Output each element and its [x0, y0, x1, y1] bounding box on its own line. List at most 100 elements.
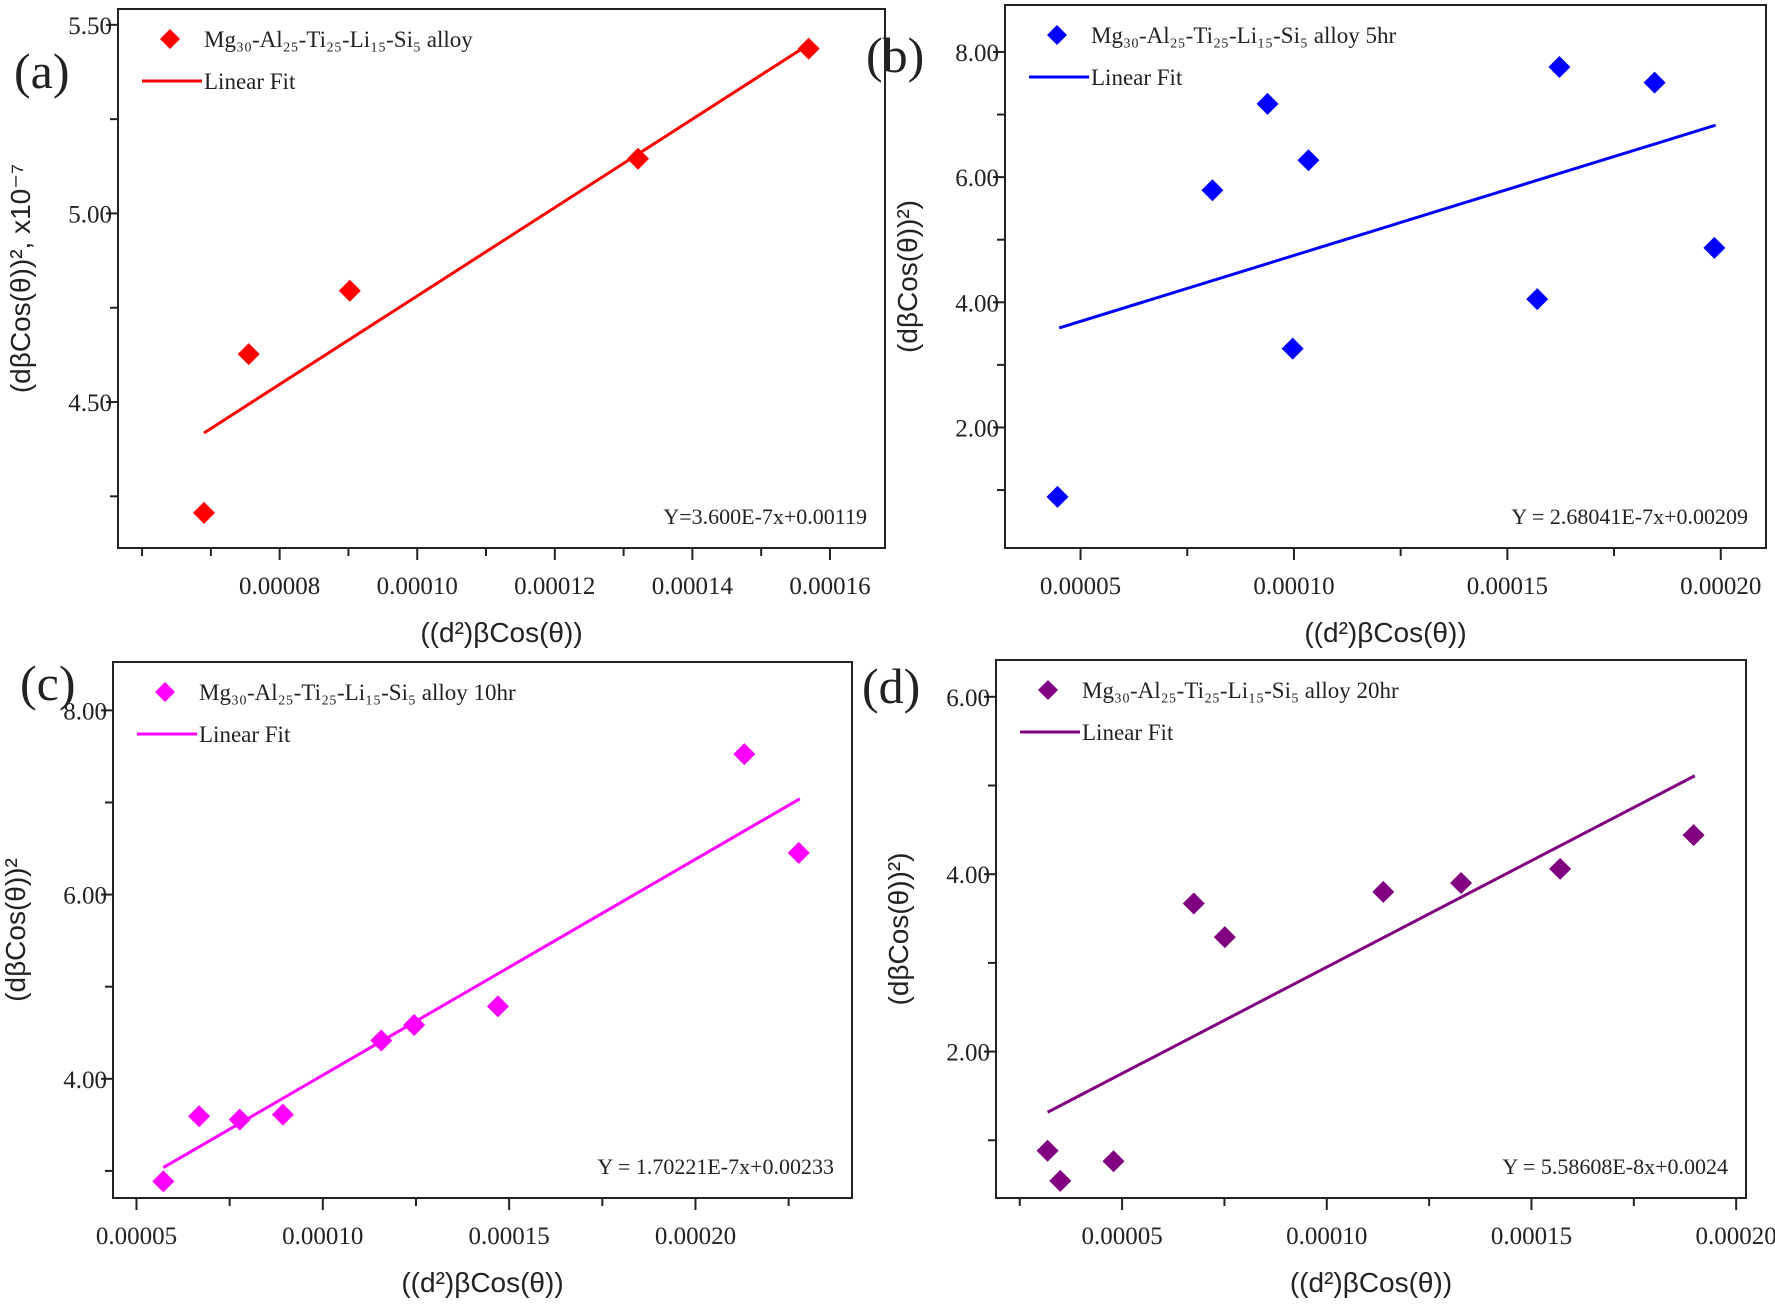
legend-marker-icon: [160, 29, 180, 49]
legend-marker-icon: [1047, 25, 1067, 45]
legend-label-data: Mg₃₀-Al₂₅-Ti₂₅-Li₁₅-Si₅ alloy 20hr: [1082, 678, 1399, 703]
x-tick-label: 0.00014: [652, 573, 734, 600]
x-tick-label: 0.00012: [514, 573, 595, 600]
y-axis-title: (dβCos(θ))², x10⁻⁷: [5, 164, 36, 393]
legend-label-fit: Linear Fit: [199, 722, 291, 747]
chart-panel-c: 0.00005 0.00010 0.00015 0.00020 4.00 6.00 8.00…: [0, 655, 853, 1298]
y-tick-label: 4.00: [955, 290, 999, 317]
x-axis-title: ((d²)βCos(θ)): [401, 1267, 563, 1298]
data-point: [188, 1105, 211, 1128]
x-axis-title: ((d²)βCos(θ)): [420, 617, 582, 648]
data-point: [1049, 1169, 1072, 1192]
data-point: [1102, 1150, 1125, 1173]
x-tick-label: 0.00005: [1081, 1223, 1162, 1250]
x-tick-label: 0.00020: [1696, 1223, 1775, 1250]
linear-fit-line: [162, 797, 801, 1169]
data-point: [1703, 236, 1726, 259]
legend: Mg₃₀-Al₂₅-Ti₂₅-Li₁₅-Si₅ alloy Linear Fit: [142, 27, 473, 94]
y-axis-title: (dβCos(θ))²: [0, 858, 31, 1002]
plot-frame: [112, 661, 853, 1199]
x-tick-label: 0.00015: [1491, 1223, 1572, 1250]
linear-fit-line: [1046, 774, 1696, 1114]
legend: Mg₃₀-Al₂₅-Ti₂₅-Li₁₅-Si₅ alloy 5hr Linear …: [1029, 23, 1396, 90]
x-tick-label: 0.00008: [239, 573, 320, 600]
fit-equation: Y=3.600E-7x+0.00119: [663, 504, 867, 529]
x-tick-label: 0.00005: [1040, 573, 1121, 600]
data-point: [486, 995, 509, 1018]
linear-fit-line: [1058, 123, 1717, 330]
panel-label: (d): [862, 658, 920, 714]
chart-panel-b: 0.00005 0.00010 0.00015 0.00020 2.00 4.00 6.00…: [866, 4, 1767, 648]
data-point: [627, 147, 650, 170]
panel-label: (b): [866, 27, 924, 83]
y-tick-label: 8.00: [63, 698, 107, 725]
x-tick-label: 0.00010: [1286, 1223, 1367, 1250]
data-point: [1281, 337, 1304, 360]
legend-label-data: Mg₃₀-Al₂₅-Ti₂₅-Li₁₅-Si₅ alloy: [204, 27, 473, 52]
data-point: [237, 343, 260, 366]
y-tick-label: 4.00: [63, 1067, 107, 1094]
legend: Mg₃₀-Al₂₅-Ti₂₅-Li₁₅-Si₅ alloy 10hr Linear…: [137, 680, 516, 747]
data-point: [1549, 857, 1572, 880]
data-point: [1201, 179, 1224, 202]
legend-label-data: Mg₃₀-Al₂₅-Ti₂₅-Li₁₅-Si₅ alloy 5hr: [1091, 23, 1396, 48]
panel-label: (c): [20, 655, 76, 711]
x-tick-label: 0.00015: [1467, 573, 1548, 600]
plot-frame: [117, 8, 886, 549]
data-point: [733, 743, 756, 766]
fit-equation: Y = 5.58608E-8x+0.0024: [1502, 1154, 1728, 1179]
fit-equation: Y = 1.70221E-7x+0.00233: [597, 1154, 834, 1179]
y-tick-label: 5.00: [68, 201, 112, 228]
data-point: [192, 501, 215, 524]
data-point: [1450, 872, 1473, 895]
legend-marker-icon: [1038, 680, 1058, 700]
data-point: [271, 1103, 294, 1126]
y-axis-title: (dβCos(θ))²): [892, 200, 923, 353]
plot-frame: [1004, 4, 1767, 549]
data-point: [152, 1170, 175, 1193]
legend: Mg₃₀-Al₂₅-Ti₂₅-Li₁₅-Si₅ alloy 20hr Linear…: [1020, 678, 1399, 745]
x-tick-label: 0.00010: [1253, 573, 1334, 600]
y-axis-title: (dβCos(θ))²): [883, 853, 914, 1006]
data-point: [1297, 149, 1320, 172]
y-tick-label: 6.00: [63, 883, 107, 910]
x-tick-label: 0.00020: [655, 1223, 736, 1250]
data-point: [787, 841, 810, 864]
data-point: [1372, 880, 1395, 903]
data-point: [1182, 892, 1205, 915]
data-point: [1213, 926, 1236, 949]
legend-label-fit: Linear Fit: [1091, 65, 1183, 90]
legend-marker-icon: [155, 682, 175, 702]
y-tick-label: 6.00: [955, 165, 999, 192]
data-point: [1526, 288, 1549, 311]
fit-equation: Y = 2.68041E-7x+0.00209: [1511, 504, 1748, 529]
x-tick-label: 0.00010: [282, 1223, 363, 1250]
legend-label-data: Mg₃₀-Al₂₅-Ti₂₅-Li₁₅-Si₅ alloy 10hr: [199, 680, 516, 705]
x-tick-label: 0.00020: [1680, 573, 1761, 600]
data-point: [1643, 71, 1666, 94]
y-tick-label: 6.00: [946, 685, 990, 712]
y-tick-label: 2.00: [955, 415, 999, 442]
data-point: [1046, 485, 1069, 508]
panel-label: (a): [14, 43, 70, 99]
plot-frame: [995, 659, 1747, 1199]
chart-panel-a: 0.00008 0.00010 0.00012 0.00014 0.00016 4.50 5…: [5, 8, 886, 648]
chart-panel-d: 0.00005 0.00010 0.00015 0.00020 2.00 4.00 6.00…: [862, 658, 1775, 1298]
data-point: [338, 279, 361, 302]
y-tick-label: 2.00: [946, 1040, 990, 1067]
linear-fit-line: [203, 43, 810, 435]
y-tick-label: 4.50: [68, 390, 112, 417]
data-point: [1548, 55, 1571, 78]
y-tick-label: 8.00: [955, 40, 999, 67]
y-tick-label: 4.00: [946, 862, 990, 889]
x-tick-label: 0.00010: [377, 573, 458, 600]
legend-label-fit: Linear Fit: [1082, 720, 1174, 745]
x-tick-label: 0.00005: [96, 1223, 177, 1250]
x-axis-title: ((d²)βCos(θ)): [1290, 1267, 1452, 1298]
data-point: [1682, 824, 1705, 847]
legend-label-fit: Linear Fit: [204, 69, 296, 94]
x-tick-label: 0.00016: [789, 573, 870, 600]
data-point: [1256, 92, 1279, 115]
y-tick-label: 5.50: [68, 13, 112, 40]
